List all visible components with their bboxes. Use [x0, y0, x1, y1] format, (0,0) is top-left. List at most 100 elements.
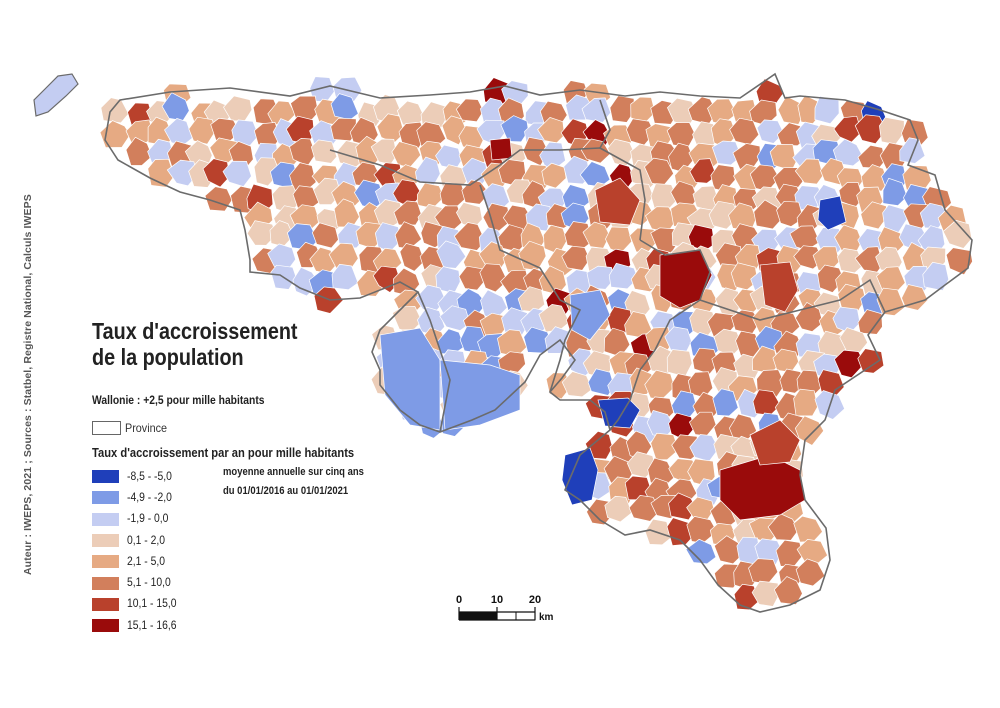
municipality-area: [594, 177, 641, 226]
legend-class-6: 5,1 - 10,0: [92, 572, 182, 593]
legend-class-2: -4,9 - -2,0: [92, 487, 182, 508]
municipality-area: [458, 265, 485, 291]
municipality-area: [753, 199, 784, 230]
legend-class-8: 15,1 - 16,6: [92, 615, 182, 636]
municipality-area: [876, 287, 906, 316]
municipality-area: [587, 368, 615, 396]
municipality-area: [879, 116, 905, 145]
municipality-area: [692, 347, 720, 375]
province-border-hainaut-south: [417, 291, 451, 433]
municipality-area: [455, 98, 485, 123]
province-border-namur-liege: [639, 239, 711, 351]
legend-class-3: -1,9 - 0,0: [92, 509, 182, 530]
municipality-area: [854, 114, 887, 145]
municipality-area: [668, 492, 697, 521]
legend-title: Taux d'accroissement par an pour mille h…: [92, 445, 355, 460]
scale-bar-segment-white-1: [496, 611, 517, 621]
municipality-area: [399, 242, 426, 272]
municipality-area: [331, 263, 359, 291]
legend-label: 2,1 - 5,0: [127, 555, 165, 568]
municipality-area: [604, 495, 633, 523]
municipality-area: [685, 538, 717, 565]
municipality-area: [415, 156, 441, 186]
municipality-area: [860, 201, 888, 230]
legend-swatch: [92, 619, 119, 633]
municipality-area: [794, 158, 824, 185]
scale-tick-0: 0: [456, 594, 462, 606]
region-stat: Wallonie : +2,5 pour mille habitants: [92, 393, 265, 407]
municipality-area: [837, 248, 865, 274]
municipality-area: [500, 115, 529, 143]
legend-label: -4,9 - -2,0: [127, 491, 172, 504]
municipality-area: [439, 305, 471, 331]
municipality-area: [756, 119, 785, 144]
municipality-area: [814, 95, 840, 125]
scale-tick-10: 10: [491, 594, 503, 606]
province-border-hainaut-brabant: [329, 147, 601, 186]
municipality-area: [666, 349, 693, 378]
legend-swatch: [92, 470, 119, 484]
municipality-area: [125, 136, 153, 166]
municipality-area: [712, 388, 739, 417]
municipality-area: [561, 245, 591, 271]
scale-unit: km: [539, 612, 554, 623]
municipality-area: [754, 538, 783, 565]
municipality-area: [751, 580, 780, 607]
legend-swatch: [92, 597, 119, 611]
municipality-area: [330, 117, 357, 142]
scale-tick-20: 20: [529, 594, 541, 606]
legend-note: moyenne annuelle sur cinq ans du 01/01/2…: [223, 463, 364, 501]
legend-label: -1,9 - 0,0: [127, 513, 169, 526]
province-boundaries: [104, 72, 973, 613]
municipality-area: [922, 261, 950, 291]
municipality-area: [100, 97, 130, 124]
legend-label: 0,1 - 2,0: [127, 534, 165, 547]
province-border-hainaut-namur: [479, 184, 582, 393]
province-border-brabant-liege: [598, 99, 646, 241]
municipality-area: [561, 371, 593, 398]
municipality-area: [608, 262, 639, 290]
municipality-area: [713, 535, 742, 565]
legend-swatch: [92, 534, 119, 548]
municipality-area: [204, 186, 233, 212]
map-title: Taux d'accroissement de la population: [92, 318, 298, 370]
municipality-area: [581, 97, 612, 123]
municipality-area: [453, 222, 486, 251]
legend-label: 15,1 - 16,6: [127, 619, 177, 632]
municipality-area: [793, 388, 818, 417]
legend-note-line2: du 01/01/2016 au 01/01/2021: [223, 485, 349, 497]
scale-bar-segment-white-2: [515, 611, 536, 621]
municipality-area: [711, 140, 742, 166]
municipality-area: [776, 122, 805, 147]
municipality-area: [767, 513, 799, 541]
municipality-area: [857, 309, 883, 335]
municipality-area: [759, 261, 799, 313]
municipality-area: [666, 122, 696, 148]
municipality-area: [860, 164, 889, 192]
scale-bar: 0 10 20 km: [456, 594, 554, 623]
municipality-area: [942, 219, 973, 249]
province-legend: Province: [92, 421, 172, 435]
municipality-area: [899, 137, 926, 164]
municipality-area: [569, 289, 611, 341]
municipality-area: [393, 200, 422, 226]
municipality-area: [832, 138, 864, 167]
legend-label: 10,1 - 15,0: [127, 598, 177, 611]
legend-class-4: 0,1 - 2,0: [92, 530, 182, 551]
scale-bar-segment-black: [459, 612, 497, 620]
legend-label: -8,5 - -5,0: [127, 470, 172, 483]
municipality-area: [436, 240, 467, 269]
municipality-area: [586, 265, 615, 290]
municipality-area: [202, 158, 231, 188]
municipality-area: [882, 177, 908, 206]
municipality-area: [794, 415, 825, 446]
municipality-area: [688, 411, 717, 437]
legend-label: 5,1 - 10,0: [127, 577, 171, 590]
municipality-area: [246, 220, 277, 246]
municipality-area: [311, 222, 339, 249]
municipality-area: [561, 447, 599, 506]
province-border-liege-luxembourg: [699, 278, 886, 321]
municipality-area: [166, 159, 198, 187]
municipality-area: [310, 139, 338, 164]
